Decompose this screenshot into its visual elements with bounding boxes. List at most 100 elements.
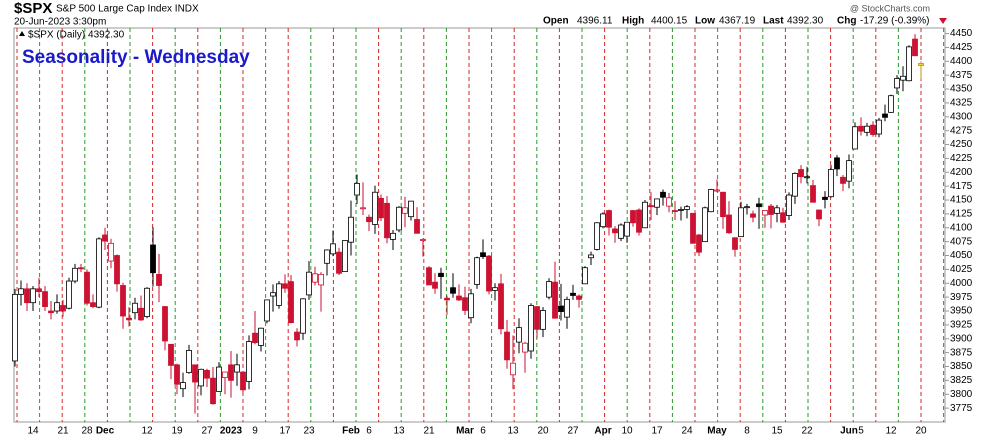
y-tick-label: 3825 [950, 375, 973, 386]
x-tick-label: 8 [744, 426, 750, 437]
candle-body [300, 298, 306, 334]
candle-body [420, 239, 426, 241]
candle-body [396, 206, 402, 231]
candle-body [636, 209, 642, 233]
x-tick-label: 27 [567, 426, 579, 437]
candle-body [630, 210, 636, 224]
candle-body [414, 219, 420, 234]
x-tick-label: Apr [594, 426, 611, 437]
candle-body [168, 343, 174, 366]
candle-body [138, 307, 144, 321]
candle-body [246, 341, 252, 382]
x-tick-label: Dec [96, 426, 115, 437]
candle-body [774, 207, 780, 214]
quote-line: Open 4396.11 High 4400.15 Low 4367.19 La… [543, 16, 947, 27]
candle-body [312, 273, 318, 283]
candle-body [372, 191, 378, 225]
index-name: S&P 500 Large Cap Index INDX [56, 4, 199, 15]
x-tick-label: 12 [141, 426, 153, 437]
candle-body [12, 293, 18, 362]
x-tick-label: 21 [423, 426, 435, 437]
y-tick-label: 4275 [950, 125, 973, 136]
candle-body [450, 287, 456, 294]
open-value: 4396.11 [577, 16, 613, 27]
candle-body [528, 305, 534, 352]
candle-body [750, 213, 756, 218]
down-arrow [939, 18, 947, 24]
candle-body [438, 272, 444, 278]
low-label: Low [695, 16, 715, 27]
y-tick-label: 4325 [950, 98, 973, 109]
candle-body [564, 298, 570, 318]
candle-body [606, 210, 612, 228]
x-tick-label: Feb [342, 426, 360, 437]
candle-body [612, 228, 618, 234]
candle-body [552, 281, 558, 319]
candle-body [78, 267, 84, 270]
candle-body [570, 292, 576, 296]
candle-body [150, 244, 156, 274]
candle-body [228, 364, 234, 381]
candle-body [540, 310, 546, 330]
candle-body [210, 377, 216, 405]
candle-body [492, 287, 498, 291]
candle-body [360, 207, 366, 210]
candle-body [84, 271, 90, 304]
candle-body [126, 317, 132, 321]
candle-body [558, 305, 564, 312]
x-tick-label: 13 [393, 426, 405, 437]
x-tick-label: 22 [801, 426, 813, 437]
candle-body [738, 207, 744, 238]
candle-body [30, 288, 36, 304]
chg-value: -17.29 (-0.39%) [860, 16, 929, 27]
y-tick-label: 3950 [950, 306, 973, 317]
x-tick-label: 24 [681, 426, 693, 437]
candle-body [144, 287, 150, 317]
candle-body [792, 172, 798, 197]
x-tick-label: 17 [279, 426, 291, 437]
candle-body [816, 209, 822, 220]
y-tick-label: 3875 [950, 347, 973, 358]
candle-body [480, 252, 486, 258]
y-tick-label: 4175 [950, 181, 973, 192]
x-tick-label: 10 [621, 426, 633, 437]
candle-body [912, 38, 918, 57]
candle-body [258, 327, 264, 346]
candle-body [366, 216, 372, 223]
x-tick-label: 6 [480, 426, 486, 437]
y-tick-label: 4375 [950, 70, 973, 81]
candle-body [786, 194, 792, 216]
x-tick-label: 15 [771, 426, 783, 437]
x-tick-label: May [707, 426, 727, 437]
candle-body [768, 205, 774, 215]
candle-body [744, 206, 750, 209]
candle-body [264, 299, 270, 322]
candle-body [186, 350, 192, 374]
candle-body [822, 196, 828, 200]
candle-body [390, 232, 396, 240]
candle-body [468, 293, 474, 319]
candle-body [798, 169, 804, 178]
y-tick-label: 4150 [950, 195, 973, 206]
candle-body [342, 240, 348, 273]
chart-title: Seasonality - Wednesday [22, 47, 250, 68]
x-tick-label: 14 [27, 426, 39, 437]
y-tick-label: 4450 [950, 28, 973, 39]
candle-body [54, 302, 60, 312]
y-tick-label: 4300 [950, 111, 973, 122]
legend-marker [19, 31, 25, 36]
candle-body [18, 288, 24, 295]
x-tick-label: 13 [507, 426, 519, 437]
watermark: @ StockCharts.com [850, 3, 930, 13]
candle-body [702, 207, 708, 243]
last-label: Last [763, 16, 784, 27]
candle-body [618, 224, 624, 239]
candle-body [504, 331, 510, 361]
x-tick-label: 6 [366, 426, 372, 437]
chg-label: Chg [837, 16, 856, 27]
y-tick-label: 3975 [950, 292, 973, 303]
candle-body [294, 331, 300, 341]
candle-body [666, 197, 672, 207]
candle-body [864, 125, 870, 133]
last-value: 4392.30 [787, 16, 824, 27]
